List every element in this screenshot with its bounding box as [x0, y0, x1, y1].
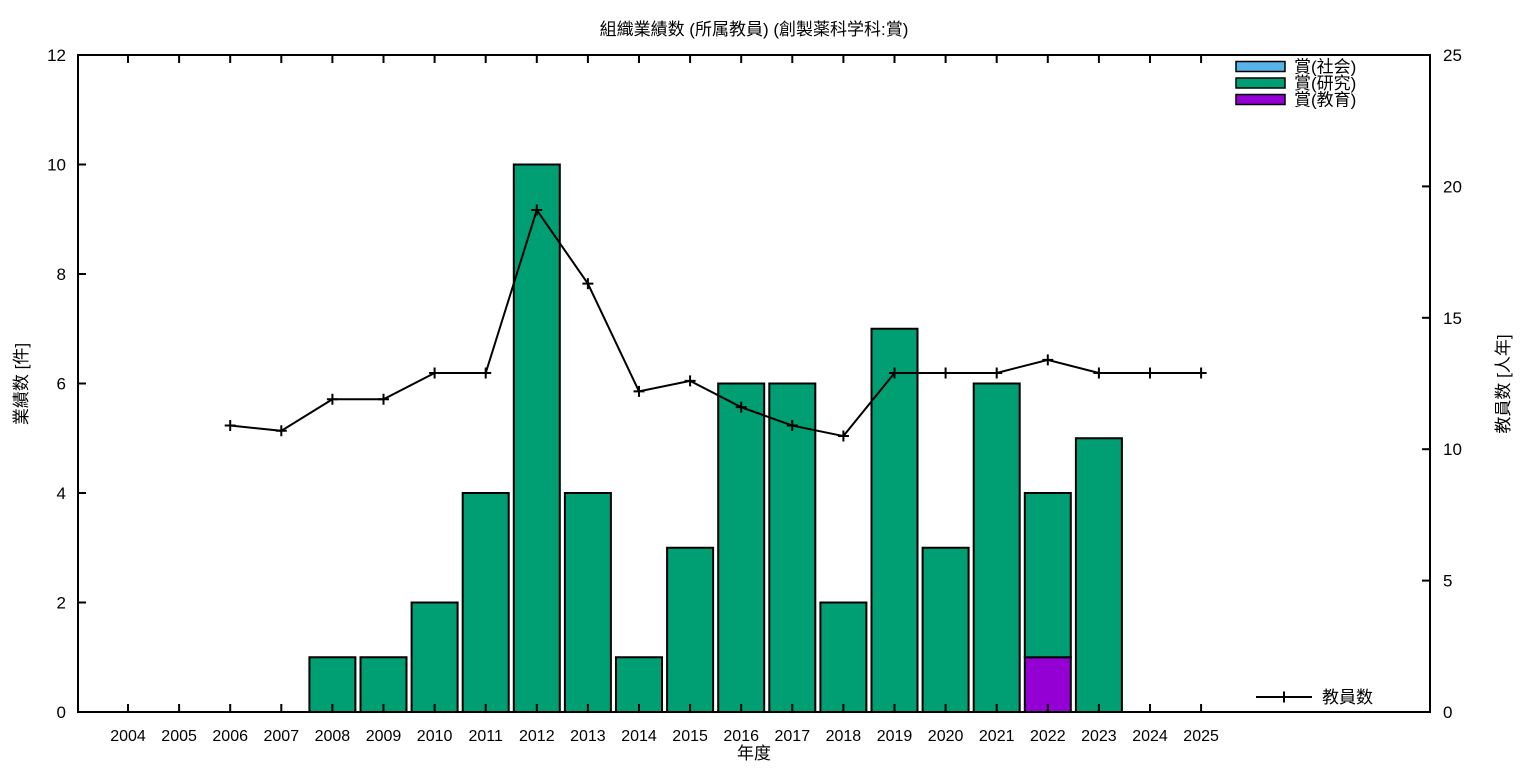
x-tick-label: 2012: [519, 728, 555, 745]
bar-kenkyu-2017: [768, 382, 817, 713]
faculty-marker-2009: [378, 393, 389, 405]
legend-label-kyoiku: 賞(教育): [1294, 91, 1356, 110]
bar-kenkyu-2014: [615, 656, 663, 713]
x-tick-label: 2016: [723, 728, 759, 745]
chart-title: 組織業績数 (所属教員) (創製薬科学科:賞): [600, 20, 909, 39]
y-tick-label-left: 4: [57, 484, 66, 503]
faculty-line: [230, 207, 1202, 438]
x-tick-label: 2007: [264, 728, 300, 745]
bar-kenkyu-2016: [717, 382, 766, 713]
bar-kenkyu-2018: [819, 601, 868, 713]
bar-kenkyu-2020: [921, 546, 970, 713]
x-tick-label: 2010: [417, 728, 453, 745]
x-tick-label: 2005: [161, 728, 197, 745]
x-tick-label: 2004: [110, 728, 146, 745]
faculty-marker-2021: [991, 367, 1003, 379]
faculty-marker-2024: [1144, 367, 1156, 379]
bar-kenkyu-2021: [972, 382, 1021, 713]
faculty-marker-2007: [275, 425, 287, 437]
y-tick-label-left: 10: [47, 156, 66, 175]
faculty-marker-2015: [684, 375, 696, 387]
faculty-marker-2016: [735, 401, 747, 413]
x-tick-label: 2022: [1030, 728, 1066, 745]
x-tick-label: 2018: [826, 728, 862, 745]
legend-swatch-kenkyu: [1235, 77, 1286, 89]
y-tick-label-right: 5: [1443, 572, 1452, 591]
x-axis-label: 年度: [737, 744, 771, 763]
x-tick-label: 2021: [979, 728, 1015, 745]
bar-kenkyu-2019: [870, 327, 919, 713]
x-tick-label: 2013: [570, 728, 606, 745]
x-tick-label: 2019: [877, 728, 913, 745]
legend-line-sample: [1256, 691, 1312, 703]
faculty-marker-2012: [531, 204, 543, 216]
y-tick-label-right: 20: [1443, 177, 1462, 196]
y-axis-label-right: 教員数 [人年]: [1494, 334, 1513, 433]
legend-label-shakai: 賞(社会): [1294, 58, 1356, 77]
x-tick-label: 2009: [366, 728, 402, 745]
faculty-marker-2013: [582, 278, 594, 290]
faculty-marker-2019: [889, 367, 900, 379]
x-tick-label: 2020: [928, 728, 964, 745]
y-tick-label-left: 6: [57, 375, 66, 394]
faculty-marker-2018: [837, 430, 849, 442]
faculty-marker-2025: [1195, 367, 1207, 379]
faculty-marker-2010: [429, 367, 441, 379]
x-tick-label: 2025: [1183, 728, 1219, 745]
faculty-marker-2022: [1042, 354, 1054, 366]
bar-kenkyu-2015: [666, 546, 715, 713]
faculty-marker-2023: [1093, 367, 1105, 379]
y-tick-label-right: 25: [1443, 46, 1462, 65]
y-axis-label-left: 業績数 [件]: [12, 343, 31, 425]
faculty-marker-2006: [224, 420, 236, 432]
y-tick-label-right: 10: [1443, 440, 1462, 459]
x-tick-label: 2006: [212, 728, 248, 745]
x-tick-label: 2024: [1132, 728, 1168, 745]
legend-swatch-kyoiku: [1235, 93, 1286, 106]
bar-kenkyu-2013: [563, 492, 612, 713]
legend-label-line: 教員数: [1322, 688, 1373, 707]
x-tick-label: 2011: [468, 728, 503, 745]
y-tick-label-right: 15: [1443, 309, 1462, 328]
bar-kenkyu-2011: [461, 492, 510, 713]
faculty-marker-2017: [786, 420, 798, 432]
bar-kenkyu-2022: [1023, 492, 1072, 659]
y-tick-label-right: 0: [1443, 703, 1452, 722]
legend-swatch-shakai: [1235, 60, 1286, 73]
x-tick-label: 2008: [315, 728, 351, 745]
faculty-marker-2008: [326, 393, 338, 405]
y-tick-label-left: 8: [57, 265, 66, 284]
y-tick-label-left: 12: [47, 46, 66, 65]
faculty-marker-2020: [940, 367, 952, 379]
x-tick-label: 2023: [1081, 728, 1117, 745]
x-tick-label: 2014: [621, 728, 657, 745]
y-tick-label-left: 0: [57, 703, 66, 722]
bar-kenkyu-2010: [410, 601, 459, 713]
bar-kenkyu-2023: [1074, 437, 1123, 713]
legend-label-kenkyu: 賞(研究): [1294, 74, 1356, 93]
x-tick-label: 2015: [672, 728, 708, 745]
bar-kyoiku-2022: [1023, 656, 1072, 713]
y-tick-label-left: 2: [57, 594, 66, 613]
bar-kenkyu-2009: [359, 656, 408, 713]
x-tick-label: 2017: [775, 728, 811, 745]
bar-kenkyu-2012: [512, 163, 561, 713]
bar-kenkyu-2008: [308, 656, 357, 713]
faculty-marker-2014: [633, 385, 645, 397]
faculty-marker-2011: [480, 367, 492, 379]
